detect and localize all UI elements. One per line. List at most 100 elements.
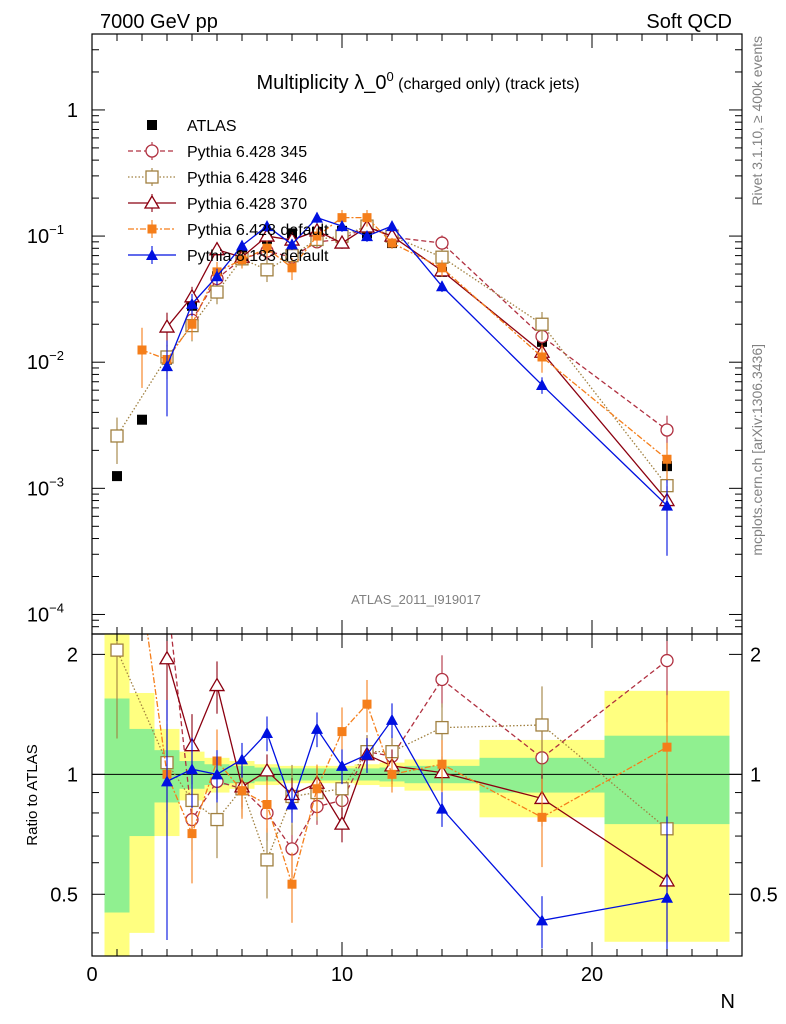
point-marker (387, 238, 397, 248)
point-marker (312, 231, 322, 241)
y-tick-exp: −2 (49, 348, 64, 363)
point-marker (535, 317, 549, 331)
ratio-marker (386, 713, 398, 725)
legend-label: ATLAS (187, 118, 237, 135)
legend-marker (147, 224, 157, 234)
ratio-marker (333, 815, 351, 830)
point-marker (436, 280, 448, 292)
ratio-marker (537, 812, 547, 822)
point-marker (336, 220, 348, 232)
y-tick-exp: −4 (49, 600, 64, 615)
point-marker (260, 263, 274, 277)
ratio-marker (110, 643, 124, 657)
legend-label: Pythia 6.428 default (187, 222, 329, 239)
series-main-4 (161, 211, 673, 556)
x-tick-label: 0 (86, 964, 97, 986)
y-tick-base: 10 (27, 478, 49, 500)
point-marker (661, 499, 673, 511)
chart-title-suffix: (charged only) (track jets) (394, 76, 580, 93)
ratio-marker (210, 812, 224, 827)
point-marker (208, 241, 226, 256)
series-ratio-4 (161, 700, 673, 956)
ratio-tick-label-right: 0.5 (750, 884, 778, 906)
x-axis-label: N (721, 991, 735, 1013)
point-marker (362, 213, 372, 223)
ratio-marker (661, 891, 673, 903)
point-marker (161, 360, 173, 372)
legend-item-0: ATLAS (147, 118, 237, 135)
series-line (141, 216, 668, 460)
y-tick-label: 10−2 (27, 348, 64, 374)
y-tick-exp: −1 (49, 222, 64, 237)
chart-title-sup: 0 (386, 69, 393, 84)
y-tick-base: 1 (67, 100, 78, 122)
point-marker (662, 454, 672, 464)
ratio-marker (311, 722, 323, 734)
ratio-marker (437, 759, 447, 769)
ratio-marker (312, 784, 322, 794)
rivet-label: Rivet 3.1.10, ≥ 400k events (749, 36, 765, 206)
chart-title-main: Multiplicity λ_0 (256, 72, 386, 94)
ratio-marker (435, 672, 449, 687)
ratio-marker (161, 775, 173, 787)
point-marker (537, 352, 547, 362)
ratio-marker (261, 726, 273, 738)
point-marker (110, 429, 124, 443)
point-marker (660, 423, 674, 437)
legend-marker (147, 120, 157, 130)
header-left: 7000 GeV pp (100, 11, 218, 33)
legend-marker (143, 194, 161, 209)
y-tick-base: 10 (27, 226, 49, 248)
legend-marker (146, 249, 158, 260)
y-tick-exp: −3 (49, 474, 64, 489)
ratio-marker (237, 786, 247, 796)
point-marker (536, 378, 548, 390)
ratio-marker (662, 742, 672, 752)
legend-marker (145, 144, 159, 158)
point-marker (286, 238, 298, 250)
y-tick-label: 10−4 (27, 600, 64, 626)
ratio-marker (536, 914, 548, 926)
point-marker (137, 345, 147, 355)
legend-item-2: Pythia 6.428 346 (128, 168, 307, 187)
legend-item-4: Pythia 6.428 default (128, 220, 329, 239)
point-marker (287, 263, 297, 273)
ratio-marker (286, 798, 298, 810)
point-marker (437, 263, 447, 273)
point-marker (435, 236, 449, 250)
ratio-line (146, 634, 668, 887)
ratio-marker (186, 763, 198, 775)
ratio-marker (260, 853, 274, 867)
ratio-panel: 0 10 20 2 2 1 1 0.5 0.5 Ratio to ATLAS (24, 633, 778, 986)
analysis-id: ATLAS_2011_I919017 (351, 592, 481, 607)
ratio-tick-label-right: 2 (750, 644, 761, 666)
y-tick-label: 1 (67, 100, 78, 122)
ratio-marker (336, 759, 348, 771)
point-marker (236, 239, 248, 251)
main-panel: Multiplicity λ_00 (charged only) (track … (27, 33, 743, 635)
chart-title: Multiplicity λ_00 (charged only) (track … (256, 69, 579, 94)
header-right: Soft QCD (646, 11, 732, 33)
band-stat (129, 728, 155, 837)
ratio-tick-label-right: 1 (750, 764, 761, 786)
point-marker (237, 255, 247, 265)
point-marker (186, 297, 198, 309)
point-marker (211, 270, 223, 282)
legend-label: Pythia 6.428 346 (187, 170, 307, 187)
ratio-marker (335, 782, 349, 796)
y-tick-base: 10 (27, 604, 49, 626)
legend-label: Pythia 6.428 345 (187, 144, 307, 161)
ratio-marker (258, 762, 276, 777)
ratio-marker (361, 748, 373, 760)
point-marker (361, 230, 373, 242)
legend-label: Pythia 8.183 default (187, 248, 329, 265)
ratio-marker (337, 727, 347, 737)
ratio-marker (158, 650, 176, 665)
data-point-atlas (112, 471, 122, 482)
ratio-ylabel: Ratio to ATLAS (24, 744, 41, 845)
point-marker (158, 318, 176, 333)
ratio-marker (287, 879, 297, 889)
ratio-marker (208, 677, 226, 692)
y-tick-label: 10−3 (27, 474, 64, 500)
